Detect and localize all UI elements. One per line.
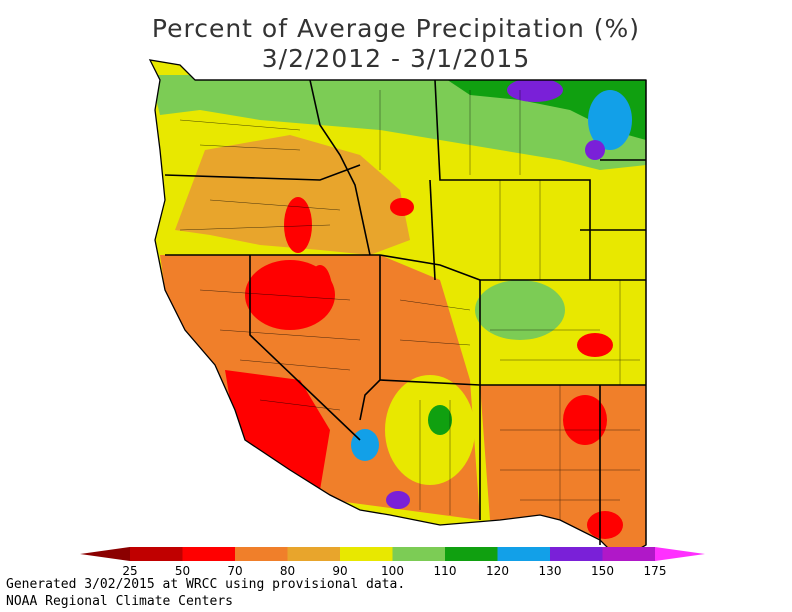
legend-swatch (392, 547, 445, 561)
legend-swatch (445, 547, 498, 561)
legend-tick-label: 80 (280, 564, 295, 578)
legend-tick-label: 120 (486, 564, 509, 578)
precip-fill-layer (150, 60, 646, 560)
legend-swatch (182, 547, 235, 561)
legend-tick-label: 130 (539, 564, 562, 578)
county-borders (179, 90, 640, 520)
legend-tick-label: 110 (434, 564, 457, 578)
legend-tick-label: 90 (332, 564, 347, 578)
legend-swatch (550, 547, 603, 561)
legend-tick-label: 150 (591, 564, 614, 578)
legend-swatch (235, 547, 288, 561)
legend-swatch (130, 547, 183, 561)
state-borders (164, 79, 646, 545)
legend-swatch-high (655, 547, 705, 561)
legend-tick-label: 50 (175, 564, 190, 578)
map-date-range: 3/2/2012 - 3/1/2015 (261, 44, 531, 73)
map-title: Percent of Average Precipitation (%) (151, 14, 641, 43)
legend-tick-label: 25 (122, 564, 137, 578)
legend-swatch-low (80, 547, 130, 561)
legend-tick-label: 175 (644, 564, 667, 578)
legend-swatch (497, 547, 550, 561)
footer-generated: Generated 3/02/2015 at WRCC using provis… (6, 577, 406, 592)
footer-source: NOAA Regional Climate Centers (6, 594, 233, 609)
legend-swatch (287, 547, 340, 561)
legend-swatch (340, 547, 393, 561)
legend-tick-label: 70 (227, 564, 242, 578)
legend-swatch (602, 547, 655, 561)
legend-tick-label: 100 (381, 564, 404, 578)
